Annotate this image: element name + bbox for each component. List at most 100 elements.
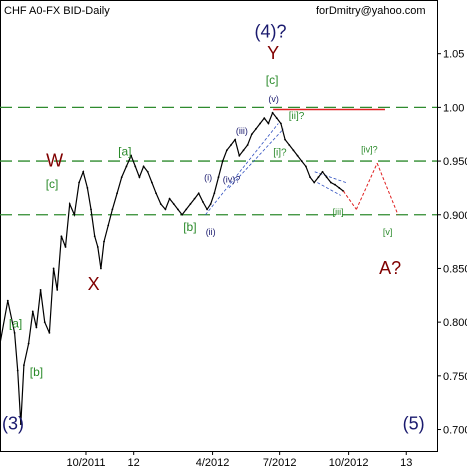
wave-label: (iv)? bbox=[223, 175, 241, 185]
wave-label: [c] bbox=[46, 177, 59, 191]
price-point bbox=[27, 342, 30, 345]
wave-label: [b] bbox=[183, 220, 196, 234]
price-point bbox=[130, 154, 133, 157]
y-axis: 1.05 1.00 0.950 0.900 0.850 0.800 0.750 0.700 bbox=[437, 49, 467, 437]
price-point bbox=[250, 133, 253, 136]
y-tick-label: 0.700 bbox=[443, 425, 467, 437]
price-point bbox=[52, 267, 55, 270]
price-point bbox=[221, 160, 224, 162]
price-point bbox=[151, 181, 153, 184]
x-tick-label: 13 bbox=[400, 457, 412, 469]
price-point bbox=[78, 181, 80, 184]
price-point bbox=[93, 235, 96, 238]
wave-label: [i]? bbox=[273, 148, 287, 159]
y-tick-label: 0.950 bbox=[443, 156, 467, 168]
price-point bbox=[296, 154, 299, 157]
price-point bbox=[64, 246, 67, 248]
price-point bbox=[164, 208, 167, 211]
price-point bbox=[230, 144, 232, 146]
wave-label: (5) bbox=[403, 414, 425, 434]
price-point bbox=[197, 192, 200, 195]
price-point bbox=[60, 235, 63, 238]
price-point bbox=[6, 299, 9, 302]
x-axis: 10/2011 12 4/2012 7/2012 10/2012 13 bbox=[66, 451, 412, 469]
wave-label: W bbox=[46, 150, 63, 170]
author-email: forDmitry@yahoo.com bbox=[316, 5, 426, 17]
price-point bbox=[288, 144, 291, 146]
price-point bbox=[284, 138, 286, 141]
price-point bbox=[23, 364, 25, 366]
price-point bbox=[267, 122, 270, 125]
price-point bbox=[100, 267, 102, 270]
wave-label: (iii) bbox=[236, 126, 248, 136]
price-point bbox=[334, 183, 336, 186]
y-tick-label: 1.05 bbox=[443, 49, 464, 61]
wave-label: [iii] bbox=[333, 207, 344, 217]
price-point bbox=[225, 149, 228, 152]
price-point bbox=[43, 321, 46, 324]
price-point bbox=[185, 208, 188, 211]
x-tick-label: 12 bbox=[128, 457, 140, 469]
channel-line bbox=[228, 128, 284, 189]
plot-frame bbox=[0, 0, 438, 452]
forecast-segment bbox=[376, 163, 399, 215]
price-point bbox=[35, 326, 38, 329]
x-tick-label: 7/2012 bbox=[263, 457, 297, 469]
wave-label: (i) bbox=[204, 172, 212, 182]
price-point bbox=[19, 423, 22, 426]
price-point bbox=[168, 197, 171, 200]
price-point bbox=[338, 187, 341, 189]
price-point bbox=[146, 170, 149, 173]
price-point bbox=[13, 331, 16, 334]
wave-label: [ii]? bbox=[289, 111, 305, 122]
price-point bbox=[172, 203, 175, 205]
price-point bbox=[96, 246, 99, 248]
price-point bbox=[259, 122, 262, 125]
price-point bbox=[313, 181, 316, 184]
price-point bbox=[16, 369, 19, 372]
price-point bbox=[193, 197, 196, 200]
price-point bbox=[242, 149, 245, 152]
price-point bbox=[246, 144, 249, 146]
y-tick-label: 0.750 bbox=[443, 371, 467, 383]
price-point bbox=[155, 192, 157, 195]
channel-line bbox=[205, 123, 279, 216]
wave-label: (3) bbox=[2, 414, 24, 434]
wave-label: (ii) bbox=[206, 227, 216, 237]
price-point bbox=[39, 289, 42, 291]
wave-label: Y bbox=[267, 43, 279, 63]
price-point bbox=[138, 176, 141, 179]
price-point bbox=[56, 289, 59, 291]
chart-title: CHF A0-FX BID-Daily bbox=[4, 5, 110, 17]
price-point bbox=[309, 176, 311, 179]
channel-lines bbox=[205, 123, 347, 216]
price-point bbox=[120, 176, 123, 179]
price-point bbox=[159, 203, 162, 205]
x-tick-label: 10/2011 bbox=[66, 457, 105, 469]
forecast-segment bbox=[342, 190, 357, 210]
y-tick-label: 1.00 bbox=[443, 102, 464, 114]
y-tick-label: 0.900 bbox=[443, 210, 467, 222]
price-point bbox=[213, 192, 216, 195]
price-point bbox=[292, 149, 295, 152]
wave-label: A? bbox=[379, 258, 401, 278]
price-point bbox=[134, 165, 137, 168]
price-point bbox=[31, 310, 34, 313]
price-point bbox=[305, 165, 307, 168]
channel-line bbox=[317, 182, 341, 196]
price-point bbox=[73, 213, 76, 216]
forecast-segment bbox=[355, 163, 378, 210]
price-point bbox=[271, 111, 274, 114]
level-lines bbox=[0, 106, 437, 216]
channel-line bbox=[314, 171, 347, 183]
price-point bbox=[48, 331, 51, 334]
wave-label: [a] bbox=[9, 317, 22, 331]
price-point bbox=[90, 208, 92, 211]
price-point bbox=[317, 176, 320, 179]
price-point bbox=[181, 213, 183, 216]
price-point bbox=[201, 200, 204, 203]
price-point bbox=[103, 240, 105, 243]
forecast-path bbox=[342, 163, 399, 215]
